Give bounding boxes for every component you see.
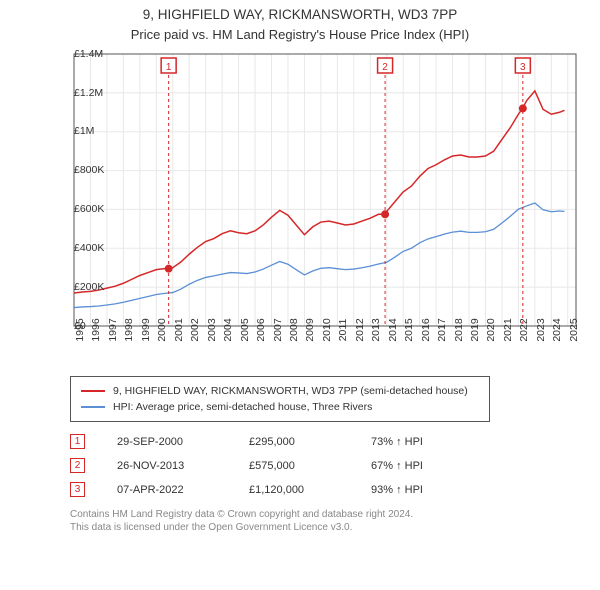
x-tick-label: 2017 <box>436 318 448 341</box>
event-hpi: 93% ↑ HPI <box>371 484 461 496</box>
svg-text:3: 3 <box>520 62 526 73</box>
sale-point <box>381 210 389 218</box>
event-date: 07-APR-2022 <box>117 484 217 496</box>
x-tick-label: 2024 <box>551 318 563 341</box>
legend-box: 9, HIGHFIELD WAY, RICKMANSWORTH, WD3 7PP… <box>70 376 490 422</box>
series-line <box>74 203 564 308</box>
x-tick-label: 2012 <box>354 318 366 341</box>
x-tick-label: 2007 <box>272 318 284 341</box>
sale-point <box>519 104 527 112</box>
event-row: 3 07-APR-2022 £1,120,000 93% ↑ HPI <box>70 478 490 502</box>
legend-row: 9, HIGHFIELD WAY, RICKMANSWORTH, WD3 7PP… <box>81 383 479 399</box>
legend-swatch <box>81 390 105 392</box>
series-line <box>74 91 564 293</box>
x-tick-label: 2019 <box>469 318 481 341</box>
x-tick-label: 2005 <box>239 318 251 341</box>
x-tick-label: 2011 <box>337 318 349 341</box>
x-tick-label: 2008 <box>288 318 300 341</box>
chart-area: 123 £0£200K£400K£600K£800K£1M£1.2M£1.4M … <box>20 50 580 370</box>
x-tick-label: 1995 <box>74 318 86 341</box>
svg-text:1: 1 <box>166 62 172 73</box>
x-tick-label: 2006 <box>255 318 267 341</box>
event-price: £295,000 <box>249 436 339 448</box>
legend-label: HPI: Average price, semi-detached house,… <box>113 401 372 413</box>
x-tick-label: 2000 <box>156 318 168 341</box>
x-tick-label: 2016 <box>420 318 432 341</box>
event-hpi: 73% ↑ HPI <box>371 436 461 448</box>
events-table: 1 29-SEP-2000 £295,000 73% ↑ HPI 2 26-NOV-201… <box>70 430 490 502</box>
footnote: Contains HM Land Registry data © Crown c… <box>70 508 550 535</box>
x-tick-label: 2021 <box>502 318 514 341</box>
event-hpi: 67% ↑ HPI <box>371 460 461 472</box>
x-tick-label: 2009 <box>304 318 316 341</box>
footnote-line2: This data is licensed under the Open Gov… <box>70 521 550 535</box>
event-date: 29-SEP-2000 <box>117 436 217 448</box>
x-tick-label: 2002 <box>189 318 201 341</box>
event-price: £1,120,000 <box>249 484 339 496</box>
x-tick-label: 2023 <box>535 318 547 341</box>
x-tick-label: 1999 <box>140 318 152 341</box>
x-tick-label: 1997 <box>107 318 119 341</box>
event-marker: 3 <box>70 482 85 497</box>
event-marker: 1 <box>70 434 85 449</box>
x-tick-label: 2003 <box>206 318 218 341</box>
legend-row: HPI: Average price, semi-detached house,… <box>81 399 479 415</box>
event-row: 2 26-NOV-2013 £575,000 67% ↑ HPI <box>70 454 490 478</box>
x-tick-label: 2025 <box>568 318 580 341</box>
chart-title-line1: 9, HIGHFIELD WAY, RICKMANSWORTH, WD3 7PP <box>143 6 458 24</box>
event-price: £575,000 <box>249 460 339 472</box>
x-tick-label: 2018 <box>453 318 465 341</box>
x-tick-label: 2022 <box>518 318 530 341</box>
footnote-line1: Contains HM Land Registry data © Crown c… <box>70 508 550 522</box>
svg-text:2: 2 <box>382 62 388 73</box>
x-tick-label: 2015 <box>403 318 415 341</box>
x-tick-label: 2013 <box>370 318 382 341</box>
sale-point <box>165 264 173 272</box>
x-tick-label: 1996 <box>90 318 102 341</box>
legend-label: 9, HIGHFIELD WAY, RICKMANSWORTH, WD3 7PP… <box>113 385 468 397</box>
x-tick-label: 2020 <box>485 318 497 341</box>
x-tick-label: 2014 <box>387 318 399 341</box>
x-tick-label: 2010 <box>321 318 333 341</box>
x-tick-label: 2004 <box>222 318 234 341</box>
x-tick-label: 1998 <box>123 318 135 341</box>
chart-title-line2: Price paid vs. HM Land Registry's House … <box>131 26 469 44</box>
event-row: 1 29-SEP-2000 £295,000 73% ↑ HPI <box>70 430 490 454</box>
event-marker: 2 <box>70 458 85 473</box>
x-tick-label: 2001 <box>173 318 185 341</box>
legend-swatch <box>81 406 105 408</box>
event-date: 26-NOV-2013 <box>117 460 217 472</box>
